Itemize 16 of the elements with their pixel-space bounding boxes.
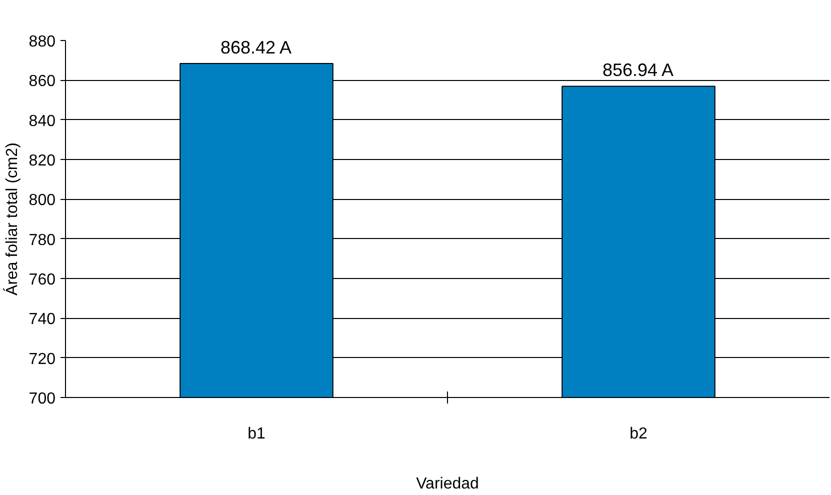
y-tick-label: 780 <box>28 232 56 249</box>
data-label: 868.42 A <box>220 37 292 58</box>
y-tick-label: 820 <box>28 152 56 170</box>
y-tick-label: 720 <box>28 350 56 368</box>
x-axis-title: Variedad <box>416 476 479 492</box>
y-tick-label: 700 <box>28 390 56 408</box>
y-tick-label: 800 <box>28 192 56 210</box>
y-tick-label: 740 <box>28 311 56 328</box>
x-tick-label: b2 <box>630 426 648 442</box>
y-axis-title: Área foliar total (cm2) <box>2 142 21 296</box>
x-tick-label: b1 <box>248 426 266 442</box>
y-tick-label: 860 <box>28 73 56 90</box>
y-tick-label: 880 <box>28 34 56 50</box>
data-label: 856.94 A <box>602 60 674 80</box>
y-tick-label: 840 <box>28 112 56 130</box>
y-tick-label: 760 <box>28 272 56 288</box>
